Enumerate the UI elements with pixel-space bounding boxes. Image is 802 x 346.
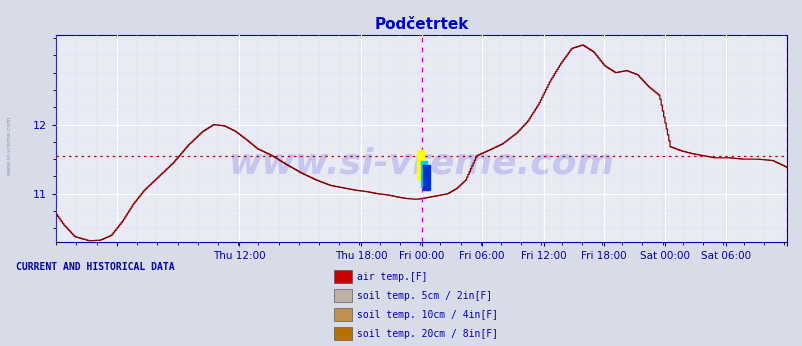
Bar [420,161,426,187]
Text: soil temp. 20cm / 8in[F]: soil temp. 20cm / 8in[F] [357,329,498,339]
Text: CURRENT AND HISTORICAL DATA: CURRENT AND HISTORICAL DATA [16,262,175,272]
Text: soil temp. 10cm / 4in[F]: soil temp. 10cm / 4in[F] [357,310,498,320]
Text: soil temp. 5cm / 2in[F]: soil temp. 5cm / 2in[F] [357,291,492,301]
Title: Podčetrtek: Podčetrtek [374,17,468,32]
Text: www.si-vreme.com: www.si-vreme.com [7,116,12,175]
Text: www.si-vreme.com: www.si-vreme.com [229,146,614,180]
Text: air temp.[F]: air temp.[F] [357,272,427,282]
Bar [422,165,430,190]
Bar [417,150,424,179]
